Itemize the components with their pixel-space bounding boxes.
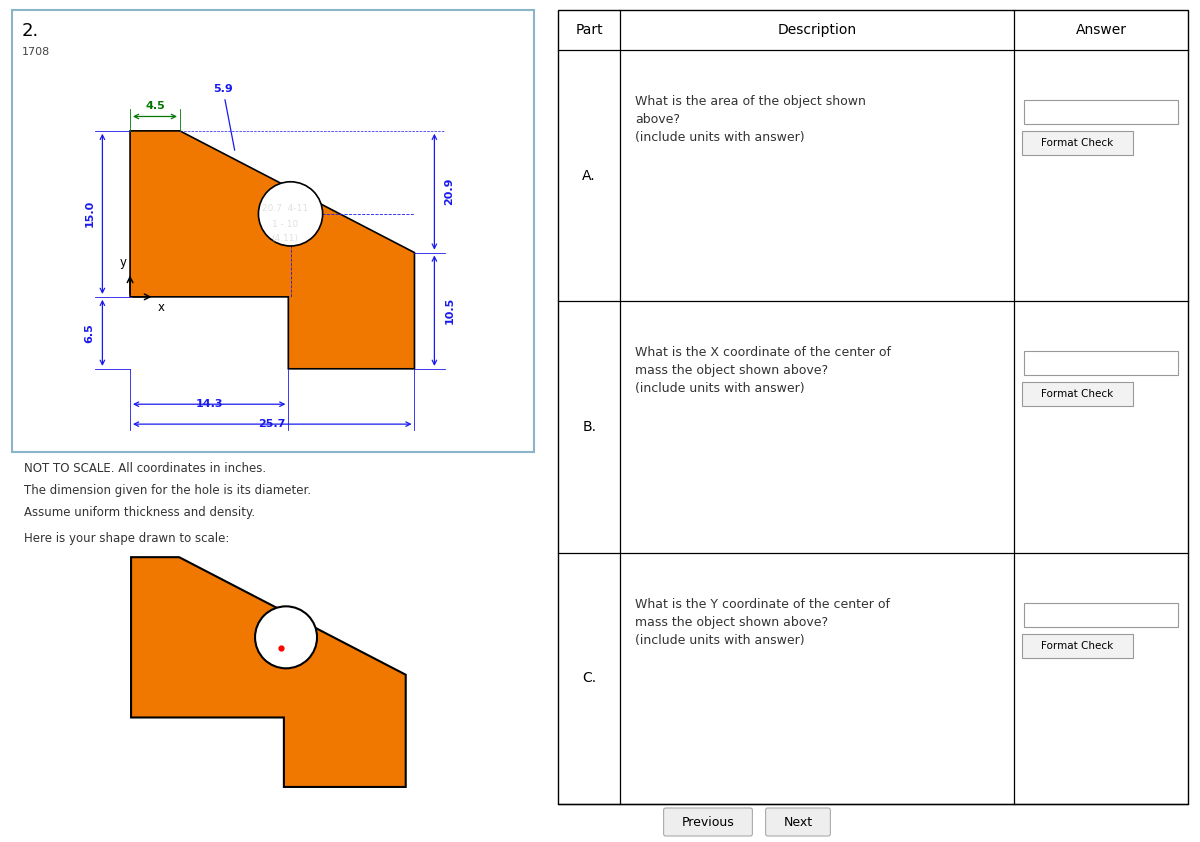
Text: 20.7  4-11: 20.7 4-11	[262, 204, 308, 213]
Text: The dimension given for the hole is its diameter.: The dimension given for the hole is its …	[24, 484, 311, 497]
Text: (include units with answer): (include units with answer)	[635, 382, 804, 396]
Text: 10.5: 10.5	[444, 297, 455, 324]
Text: B.: B.	[582, 420, 596, 434]
Circle shape	[258, 182, 323, 246]
Polygon shape	[131, 557, 406, 787]
Text: Here is your shape drawn to scale:: Here is your shape drawn to scale:	[24, 532, 229, 545]
Text: What is the X coordinate of the center of: What is the X coordinate of the center o…	[635, 346, 890, 360]
Text: 14.3: 14.3	[196, 398, 223, 408]
Text: C.: C.	[582, 671, 596, 685]
Text: Format Check: Format Check	[1042, 138, 1114, 148]
Text: 1708: 1708	[22, 47, 50, 57]
Text: (include units with answer): (include units with answer)	[635, 634, 804, 647]
Text: NOT TO SCALE. All coordinates in inches.: NOT TO SCALE. All coordinates in inches.	[24, 462, 266, 475]
FancyBboxPatch shape	[766, 808, 830, 836]
Text: above?: above?	[635, 113, 679, 126]
FancyBboxPatch shape	[1022, 634, 1133, 658]
Text: (include units with answer): (include units with answer)	[635, 131, 804, 144]
Text: 15.0: 15.0	[85, 200, 95, 227]
Text: 20.9: 20.9	[444, 178, 455, 205]
FancyBboxPatch shape	[12, 10, 534, 452]
Text: Description: Description	[778, 23, 857, 37]
Text: mass the object shown above?: mass the object shown above?	[635, 616, 828, 629]
Bar	[1024, 100, 1178, 124]
Text: Previous: Previous	[682, 816, 734, 829]
Text: 6.5: 6.5	[85, 323, 95, 343]
Text: What is the area of the object shown: What is the area of the object shown	[635, 95, 865, 108]
Text: What is the Y coordinate of the center of: What is the Y coordinate of the center o…	[635, 598, 890, 610]
Text: Answer: Answer	[1075, 23, 1127, 37]
Text: Assume uniform thickness and density.: Assume uniform thickness and density.	[24, 506, 256, 519]
Text: 4.5: 4.5	[145, 101, 164, 111]
Text: (4.11): (4.11)	[271, 234, 299, 242]
Polygon shape	[130, 131, 414, 369]
Bar	[1024, 603, 1178, 626]
Text: 2.: 2.	[22, 22, 38, 40]
Text: Format Check: Format Check	[1042, 389, 1114, 399]
Text: Next: Next	[784, 816, 812, 829]
FancyBboxPatch shape	[1022, 382, 1133, 407]
Text: x: x	[157, 301, 164, 314]
Bar	[1024, 351, 1178, 376]
FancyBboxPatch shape	[1022, 131, 1133, 155]
Text: 1 - 10: 1 - 10	[272, 221, 298, 229]
Text: mass the object shown above?: mass the object shown above?	[635, 365, 828, 377]
Text: A.: A.	[582, 168, 596, 183]
Circle shape	[256, 606, 317, 669]
Text: 25.7: 25.7	[258, 418, 286, 429]
Text: y: y	[120, 256, 127, 269]
Text: Part: Part	[575, 23, 604, 37]
FancyBboxPatch shape	[664, 808, 752, 836]
Text: Format Check: Format Check	[1042, 641, 1114, 651]
Text: 5.9: 5.9	[214, 84, 235, 150]
